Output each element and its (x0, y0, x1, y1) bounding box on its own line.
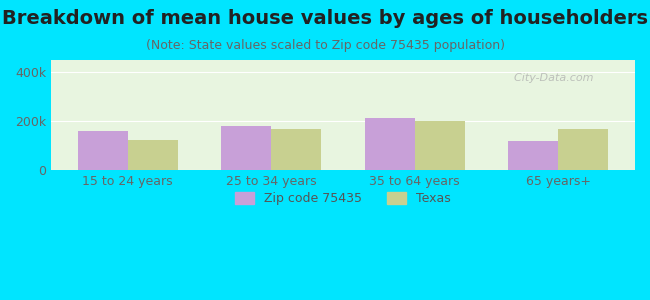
Text: (Note: State values scaled to Zip code 75435 population): (Note: State values scaled to Zip code 7… (146, 39, 504, 52)
Bar (271, 129, 322, 170)
Bar (365, 118, 415, 170)
Text: Breakdown of mean house values by ages of householders: Breakdown of mean house values by ages o… (2, 9, 648, 28)
Bar (508, 141, 558, 170)
Legend: Zip code 75435, Texas: Zip code 75435, Texas (230, 187, 456, 210)
Bar (415, 121, 465, 170)
Bar (221, 126, 271, 170)
Text: City-Data.com: City-Data.com (506, 73, 593, 83)
Bar (558, 129, 608, 170)
Bar (128, 140, 178, 170)
Bar (77, 131, 128, 170)
